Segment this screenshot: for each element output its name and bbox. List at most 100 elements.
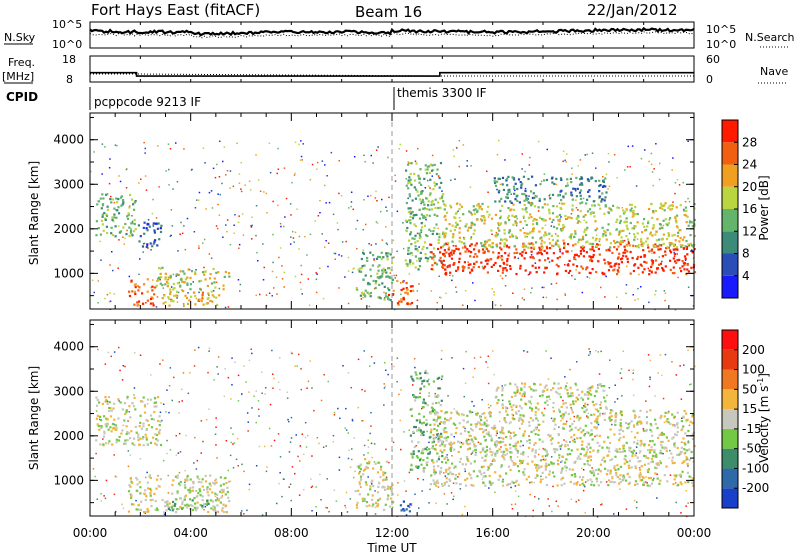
- data-cell: [585, 241, 588, 244]
- data-cell: [674, 239, 677, 242]
- data-cell: [408, 239, 411, 242]
- data-cell: [604, 262, 607, 265]
- data-cell: [618, 230, 621, 233]
- noise-point: [416, 247, 419, 250]
- data-cell: [454, 423, 457, 426]
- data-cell: [603, 230, 606, 233]
- data-cell: [657, 248, 660, 251]
- data-cell: [589, 272, 592, 275]
- data-cell: [676, 446, 679, 450]
- data-cell: [423, 224, 426, 227]
- data-cell: [657, 245, 660, 248]
- data-cell: [686, 457, 689, 460]
- data-cell: [589, 459, 592, 462]
- data-cell: [415, 213, 418, 216]
- noise-point: [310, 478, 312, 480]
- data-cell: [545, 449, 548, 452]
- noise-point: [131, 215, 133, 217]
- data-cell: [386, 296, 389, 299]
- noise-point: [155, 306, 158, 308]
- data-cell: [436, 214, 439, 217]
- data-cell: [593, 484, 596, 487]
- data-cell: [428, 448, 431, 451]
- data-cell: [424, 216, 427, 219]
- data-cell: [681, 265, 684, 268]
- noise-point: [262, 243, 264, 245]
- noise-point: [466, 165, 468, 167]
- data-cell: [551, 437, 554, 440]
- data-cell: [408, 510, 411, 513]
- noise-point: [427, 185, 430, 187]
- data-cell: [449, 251, 452, 254]
- data-cell: [382, 256, 385, 259]
- data-cell: [436, 168, 439, 171]
- noise-point: [311, 485, 314, 488]
- data-cell: [524, 220, 527, 223]
- data-cell: [411, 237, 414, 240]
- data-cell: [555, 390, 558, 393]
- data-cell: [651, 260, 655, 263]
- noise-point: [522, 227, 524, 229]
- data-cell: [530, 242, 533, 245]
- data-cell: [506, 193, 509, 196]
- data-cell: [688, 475, 691, 478]
- data-cell: [685, 459, 688, 462]
- noise-point: [277, 147, 279, 150]
- noise-point: [429, 451, 431, 453]
- data-cell: [429, 163, 432, 166]
- noise-point: [215, 281, 218, 283]
- data-cell: [614, 455, 617, 458]
- data-cell: [135, 476, 138, 479]
- data-cell: [156, 508, 159, 512]
- data-cell: [158, 424, 161, 427]
- data-cell: [198, 488, 201, 491]
- y-tick-label: 4000: [53, 133, 84, 147]
- data-cell: [537, 206, 540, 209]
- data-cell: [682, 437, 685, 440]
- data-cell: [561, 476, 565, 479]
- data-cell: [614, 242, 617, 245]
- noise-point: [186, 217, 189, 220]
- data-cell: [565, 458, 568, 461]
- data-cell: [506, 449, 509, 452]
- data-cell: [667, 235, 670, 238]
- data-cell: [521, 459, 525, 462]
- data-cell: [406, 302, 409, 305]
- data-cell: [673, 233, 676, 236]
- data-cell: [645, 240, 648, 243]
- data-cell: [133, 443, 136, 447]
- data-cell: [567, 448, 570, 451]
- data-cell: [535, 271, 538, 274]
- data-cell: [518, 417, 521, 420]
- noise-point: [300, 155, 303, 158]
- noise-point: [321, 233, 323, 235]
- data-cell: [570, 191, 573, 194]
- noise-point: [229, 243, 232, 246]
- data-cell: [686, 268, 689, 271]
- data-cell: [420, 463, 423, 466]
- data-cell: [534, 451, 537, 454]
- data-cell: [102, 443, 105, 446]
- data-cell: [406, 288, 409, 291]
- noise-point: [173, 376, 175, 379]
- data-cell: [386, 485, 389, 488]
- data-cell: [616, 273, 619, 276]
- data-cell: [411, 456, 414, 459]
- data-cell: [414, 197, 417, 200]
- data-cell: [514, 198, 517, 201]
- data-cell: [506, 196, 509, 199]
- data-cell: [413, 214, 416, 217]
- data-cell: [560, 471, 563, 474]
- noise-point: [226, 219, 229, 221]
- data-cell: [517, 178, 521, 181]
- data-cell: [436, 433, 439, 436]
- noise-point: [569, 368, 571, 371]
- noise-point: [669, 449, 671, 452]
- data-cell: [509, 468, 512, 472]
- data-cell: [613, 246, 616, 249]
- data-cell: [191, 504, 194, 507]
- noise-point: [391, 506, 394, 508]
- data-cell: [499, 209, 502, 212]
- data-cell: [464, 484, 468, 487]
- data-cell: [468, 447, 471, 450]
